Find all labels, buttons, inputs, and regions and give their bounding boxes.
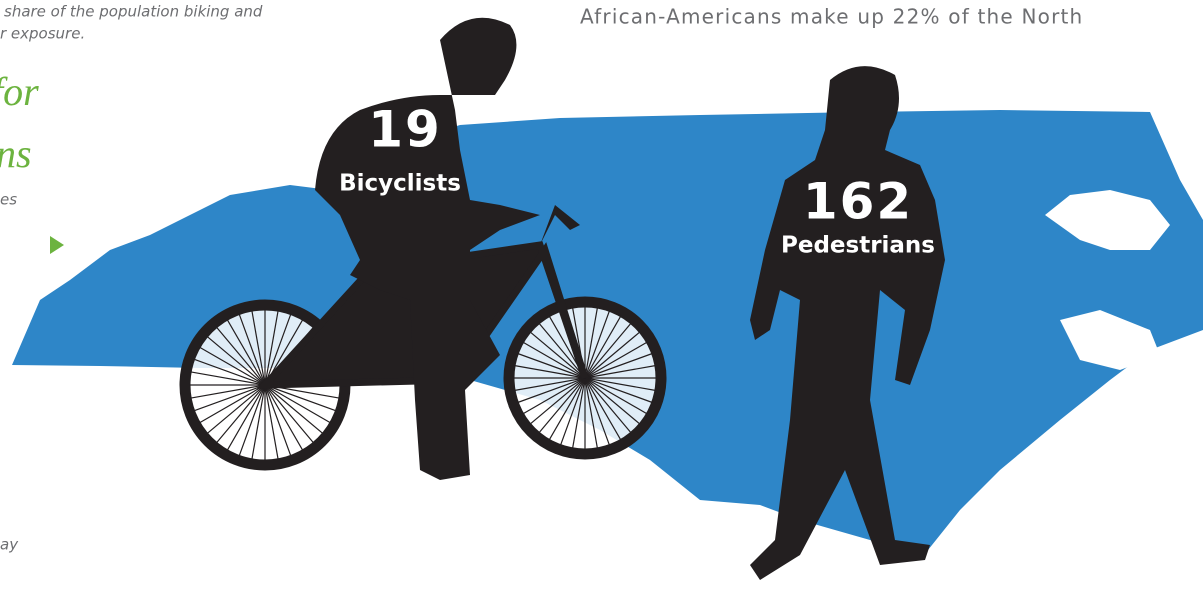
spoke — [264, 384, 292, 457]
spoke — [584, 377, 648, 415]
spoke — [584, 322, 632, 379]
spoke — [264, 384, 315, 444]
spoke — [538, 377, 586, 434]
spoke — [584, 377, 653, 404]
lead-text: African-Americans make up 22% of the Nor… — [580, 5, 1083, 29]
spoke — [538, 322, 586, 379]
spoke — [190, 371, 266, 386]
caption-line: r exposure. — [0, 25, 85, 43]
spoke — [584, 377, 611, 446]
spoke — [529, 331, 586, 379]
spoke — [584, 352, 653, 379]
spoke — [517, 352, 586, 379]
figure-label: Pedestrians — [781, 233, 935, 259]
fragment: es — [0, 191, 17, 209]
spoke — [584, 377, 657, 392]
spoke — [584, 315, 622, 379]
figure-number: 162 — [803, 173, 913, 231]
spoke — [584, 310, 611, 379]
spoke — [264, 384, 304, 452]
spoke — [264, 384, 337, 412]
spoke — [517, 377, 586, 404]
spoke — [264, 313, 292, 386]
spoke — [264, 310, 279, 386]
spoke — [198, 384, 266, 424]
spoke — [264, 384, 324, 435]
spokes — [189, 309, 341, 461]
spoke — [522, 341, 586, 379]
spoke — [251, 310, 266, 386]
figure-number: 19 — [368, 101, 442, 159]
cyclist-silhouette — [315, 17, 540, 481]
heading-line: ns — [0, 131, 32, 176]
heading-line: for — [0, 69, 39, 114]
spoke — [215, 384, 266, 444]
spoke — [206, 384, 266, 435]
spoke — [529, 377, 586, 425]
fragment: ay — [0, 536, 19, 554]
spoke — [513, 364, 586, 379]
spoke — [548, 377, 586, 441]
spoke — [571, 377, 586, 450]
spoke — [584, 341, 648, 379]
spoke — [226, 318, 266, 386]
arrow[interactable] — [50, 236, 64, 254]
spoke — [522, 377, 586, 415]
spoke — [584, 364, 657, 379]
spoke — [584, 331, 641, 379]
figure-label: Bicyclists — [339, 171, 461, 197]
spoke — [584, 377, 632, 434]
spoke — [251, 384, 266, 460]
spoke — [584, 377, 599, 450]
spoke — [584, 377, 622, 441]
spoke — [198, 346, 266, 386]
spoke — [238, 384, 266, 457]
pedestrian-silhouette — [750, 66, 945, 581]
spoke — [513, 377, 586, 392]
spoke — [584, 377, 641, 425]
spoke — [206, 335, 266, 386]
spoke — [584, 306, 599, 379]
spoke — [215, 326, 266, 386]
spoke — [190, 384, 266, 399]
spoke — [226, 384, 266, 452]
caption-line: share of the population biking and — [4, 3, 263, 21]
spoke — [264, 384, 279, 460]
sound-water — [1045, 190, 1170, 370]
spoke — [193, 358, 266, 386]
spoke — [193, 384, 266, 412]
spoke — [238, 313, 266, 386]
spoke — [264, 384, 332, 424]
spoke — [559, 377, 586, 446]
